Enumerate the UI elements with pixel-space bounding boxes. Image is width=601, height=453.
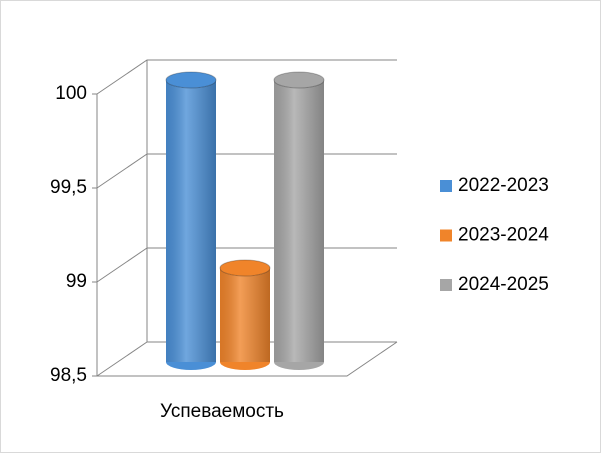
- cylinder-top: [165, 71, 217, 89]
- x-tick-label: Успеваемость: [160, 401, 284, 422]
- cylinder-top: [273, 71, 325, 89]
- y-tick-label: 98,5: [50, 365, 87, 386]
- y-tick-label: 99: [66, 271, 87, 292]
- y-tick-label: 99,5: [50, 177, 87, 198]
- legend-swatch: [440, 229, 452, 242]
- cylinder-shade: [274, 80, 324, 362]
- cylinder-shade: [220, 268, 270, 362]
- legend-label: 2022-2023: [458, 175, 549, 196]
- legend-swatch: [440, 180, 452, 192]
- legend-swatch: [440, 279, 452, 291]
- cylinder-top: [219, 259, 271, 277]
- y-tick-label: 100: [55, 83, 87, 104]
- grid-line: [96, 59, 397, 95]
- cylinder-shade: [166, 80, 216, 362]
- legend-label: 2024-2025: [458, 274, 549, 295]
- floor: [97, 341, 398, 377]
- legend-label: 2023-2024: [458, 225, 549, 246]
